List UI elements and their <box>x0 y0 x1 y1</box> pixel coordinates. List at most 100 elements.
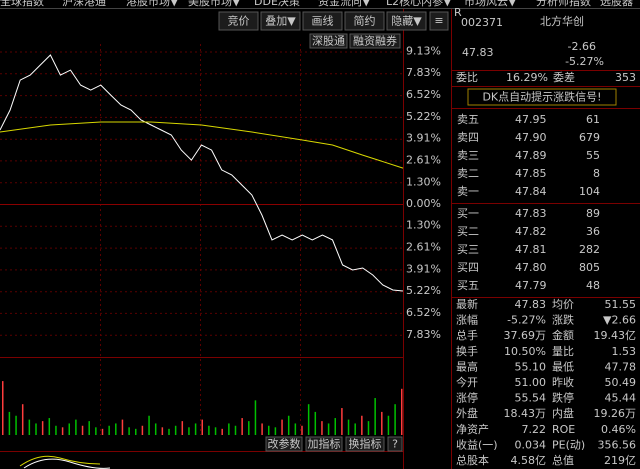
volume-bar <box>2 381 4 435</box>
volume-bar <box>301 425 303 435</box>
toolbar-button[interactable] <box>344 11 385 31</box>
indicator-button[interactable] <box>345 436 385 452</box>
book-price: 47.84 <box>515 185 547 198</box>
volume-bar <box>168 428 170 435</box>
volume-bar <box>48 418 51 435</box>
volume-bar <box>41 421 44 435</box>
toolbar-button[interactable] <box>386 11 427 31</box>
volume-bar <box>287 415 290 435</box>
indicator-button-label: 改参数 <box>268 437 301 451</box>
menu-icon[interactable] <box>429 11 449 31</box>
menu-item[interactable]: L2核心内参▼ <box>386 0 452 8</box>
stat-label: 金额 <box>552 328 574 342</box>
toolbar-button[interactable] <box>302 11 343 31</box>
volume-bar <box>135 428 137 435</box>
y-tick-label: 6.52% <box>406 306 441 319</box>
volume-bar <box>281 419 283 435</box>
menu-item[interactable]: 全球指数 <box>0 0 44 8</box>
volume-bar <box>174 425 177 435</box>
stat-label: 涨跌 <box>552 313 574 327</box>
signal-box[interactable] <box>467 88 617 106</box>
toolbar-button[interactable] <box>218 11 259 31</box>
menu-item[interactable]: 资金流向▼ <box>318 0 371 8</box>
book-price: 47.80 <box>515 261 547 274</box>
y-tick-label: 2.61% <box>406 241 441 254</box>
stat-value: 0.034 <box>515 438 547 451</box>
price-line <box>0 54 404 292</box>
volume-bar <box>141 425 144 435</box>
book-label: 卖三 <box>457 149 479 162</box>
volume-bar <box>307 404 310 435</box>
volume-bar <box>95 427 97 435</box>
volume-bar <box>88 421 90 435</box>
book-price: 47.81 <box>515 243 547 256</box>
book-volume: 89 <box>586 207 600 220</box>
book-volume: 48 <box>586 279 600 292</box>
stat-value: 219亿 <box>604 454 636 467</box>
subtab-label: 融资融券 <box>353 34 397 48</box>
book-label: 卖二 <box>457 167 479 180</box>
menu-item[interactable]: 沪深港通 <box>62 0 106 8</box>
volume-bar <box>274 427 277 435</box>
indicator-button[interactable] <box>265 436 303 452</box>
volume-bar <box>21 404 24 435</box>
signal-text: DK点自动提示涨跌信号! <box>482 90 601 104</box>
subtab[interactable] <box>349 33 401 49</box>
stat-label: 最低 <box>552 360 574 373</box>
stat-label: 总股本 <box>456 453 489 467</box>
menu-item[interactable]: 市场风云▼ <box>464 0 517 8</box>
indicator-button[interactable] <box>305 436 343 452</box>
price-line <box>0 121 404 169</box>
volume-bar <box>154 423 157 435</box>
toolbar-label: 简约 <box>354 14 376 28</box>
book-price: 47.89 <box>515 149 547 162</box>
volume-bar <box>15 415 17 435</box>
stat-value: 47.78 <box>605 360 637 373</box>
volume-bar <box>374 398 376 435</box>
volume-bar <box>361 415 363 435</box>
book-price: 47.79 <box>515 279 547 292</box>
stat-value: -5.27% <box>507 314 546 327</box>
stat-label: 外盘 <box>456 406 478 420</box>
stat-value: 10.50% <box>504 345 546 358</box>
volume-bar <box>268 425 270 435</box>
y-tick-label: 1.30% <box>406 175 441 188</box>
book-label: 买一 <box>457 207 479 220</box>
book-price: 47.83 <box>515 207 547 220</box>
stat-value: 55.10 <box>515 360 547 373</box>
change: -2.66 <box>568 40 596 53</box>
book-volume: 8 <box>593 167 600 180</box>
book-price: 47.90 <box>515 131 547 144</box>
volume-bar <box>208 425 210 435</box>
volume-bar <box>354 423 356 435</box>
volume-bar <box>381 411 383 435</box>
indicator-button[interactable] <box>387 436 403 452</box>
y-tick-label: 7.83% <box>406 328 441 341</box>
volume-bar <box>8 411 11 435</box>
book-label: 卖五 <box>457 113 479 126</box>
stat-value: 55.54 <box>515 392 547 405</box>
menu-item[interactable]: 港股市场▼ <box>126 0 179 8</box>
menu-item[interactable]: DDE决策 <box>254 0 300 8</box>
menu-item[interactable]: 选股器 <box>600 0 633 8</box>
stat-label: 均价 <box>552 298 574 311</box>
stat-value: 47.83 <box>515 298 547 311</box>
volume-bar <box>221 428 223 435</box>
volume-bar <box>68 423 70 435</box>
subtab[interactable] <box>309 33 348 49</box>
stat-label: 总值 <box>552 453 574 467</box>
panel-separators <box>452 70 640 298</box>
volume-bar <box>81 425 84 435</box>
menu-item[interactable]: 美股市场▼ <box>188 0 241 8</box>
stat-label: 内盘 <box>552 406 574 420</box>
stat-label: PE(动) <box>552 438 585 451</box>
y-tick-label: 3.91% <box>406 262 441 275</box>
toolbar-label: 画线 <box>312 14 334 28</box>
book-volume: 104 <box>579 185 600 198</box>
toolbar-button[interactable] <box>260 11 301 31</box>
menu-item[interactable]: 分析师指数 <box>536 0 591 8</box>
stat-label: 涨停 <box>456 391 478 405</box>
volume-bar <box>108 425 110 435</box>
order-ratio: 委差 <box>553 70 575 84</box>
stat-label: 收益(一) <box>456 437 498 451</box>
